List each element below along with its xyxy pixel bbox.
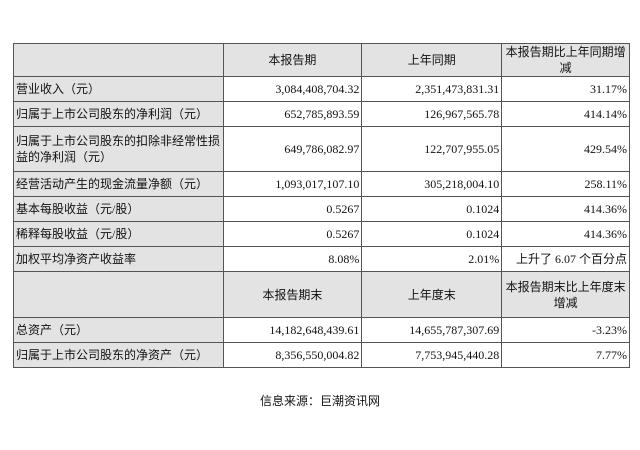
current-value: 14,182,648,439.61: [222, 317, 363, 343]
table-row: 归属于上市公司股东的净利润（元） 652,785,893.59 126,967,56…: [13, 101, 630, 127]
table-row: 加权平均净资产收益率 8.08% 2.01% 上升了 6.07 个百分点: [13, 246, 630, 272]
column-header: 本报告期比上年同期增减: [501, 43, 630, 77]
current-value: 652,785,893.59: [222, 101, 363, 127]
table-row: 总资产（元） 14,182,648,439.61 14,655,787,307.69…: [13, 317, 630, 343]
column-header: [13, 43, 224, 77]
column-header: 本报告期末: [222, 271, 363, 318]
change-value: 258.11%: [501, 171, 630, 197]
prior-value: 2.01%: [361, 246, 503, 272]
row-label: 稀释每股收益（元/股）: [13, 221, 224, 247]
financial-summary-table: 本报告期 上年同期 本报告期比上年同期增减 营业收入（元） 3,084,408,704.…: [13, 43, 630, 368]
source-note: 信息来源：巨潮资讯网: [259, 394, 380, 408]
row-label: 经营活动产生的现金流量净额（元）: [13, 171, 224, 197]
header-row: 本报告期 上年同期 本报告期比上年同期增减: [13, 43, 630, 77]
change-value: 上升了 6.07 个百分点: [501, 246, 630, 272]
prior-value: 0.1024: [361, 221, 503, 247]
row-label: 基本每股收益（元/股）: [13, 196, 224, 222]
prior-value: 126,967,565.78: [361, 101, 503, 127]
current-value: 649,786,082.97: [222, 126, 363, 172]
table-row: 归属于上市公司股东的净资产（元） 8,356,550,004.82 7,753,94…: [13, 342, 630, 368]
prior-value: 0.1024: [361, 196, 503, 222]
column-header: 本报告期: [222, 43, 363, 77]
column-header: 上年度末: [361, 271, 503, 318]
change-value: 31.17%: [501, 76, 630, 102]
current-value: 8,356,550,004.82: [222, 342, 363, 368]
current-value: 8.08%: [222, 246, 363, 272]
row-label: 归属于上市公司股东的净资产（元）: [13, 342, 224, 368]
row-label: 总资产（元）: [13, 317, 224, 343]
table-row: 稀释每股收益（元/股） 0.5267 0.1024 414.36%: [13, 221, 630, 247]
prior-value: 14,655,787,307.69: [361, 317, 503, 343]
current-value: 0.5267: [222, 196, 363, 222]
row-label: 营业收入（元）: [13, 76, 224, 102]
change-value: 414.36%: [501, 196, 630, 222]
prior-value: 7,753,945,440.28: [361, 342, 503, 368]
current-value: 3,084,408,704.32: [222, 76, 363, 102]
current-value: 1,093,017,107.10: [222, 171, 363, 197]
column-header: [13, 271, 224, 318]
current-value: 0.5267: [222, 221, 363, 247]
column-header: 上年同期: [361, 43, 503, 77]
header-row: 本报告期末 上年度末 本报告期末比上年度末增减: [13, 271, 630, 318]
change-value: 7.77%: [501, 342, 630, 368]
row-label: 归属于上市公司股东的净利润（元）: [13, 101, 224, 127]
table-row: 经营活动产生的现金流量净额（元） 1,093,017,107.10 305,218,…: [13, 171, 630, 197]
change-value: 429.54%: [501, 126, 630, 172]
prior-value: 122,707,955.05: [361, 126, 503, 172]
change-value: -3.23%: [501, 317, 630, 343]
column-header: 本报告期末比上年度末增减: [501, 271, 630, 318]
row-label: 归属于上市公司股东的扣除非经常性损益的净利润（元）: [13, 126, 224, 172]
change-value: 414.36%: [501, 221, 630, 247]
table-row: 归属于上市公司股东的扣除非经常性损益的净利润（元） 649,786,082.97 1…: [13, 126, 630, 172]
table-row: 基本每股收益（元/股） 0.5267 0.1024 414.36%: [13, 196, 630, 222]
row-label: 加权平均净资产收益率: [13, 246, 224, 272]
prior-value: 305,218,004.10: [361, 171, 503, 197]
prior-value: 2,351,473,831.31: [361, 76, 503, 102]
change-value: 414.14%: [501, 101, 630, 127]
table-row: 营业收入（元） 3,084,408,704.32 2,351,473,831.31 3…: [13, 76, 630, 102]
